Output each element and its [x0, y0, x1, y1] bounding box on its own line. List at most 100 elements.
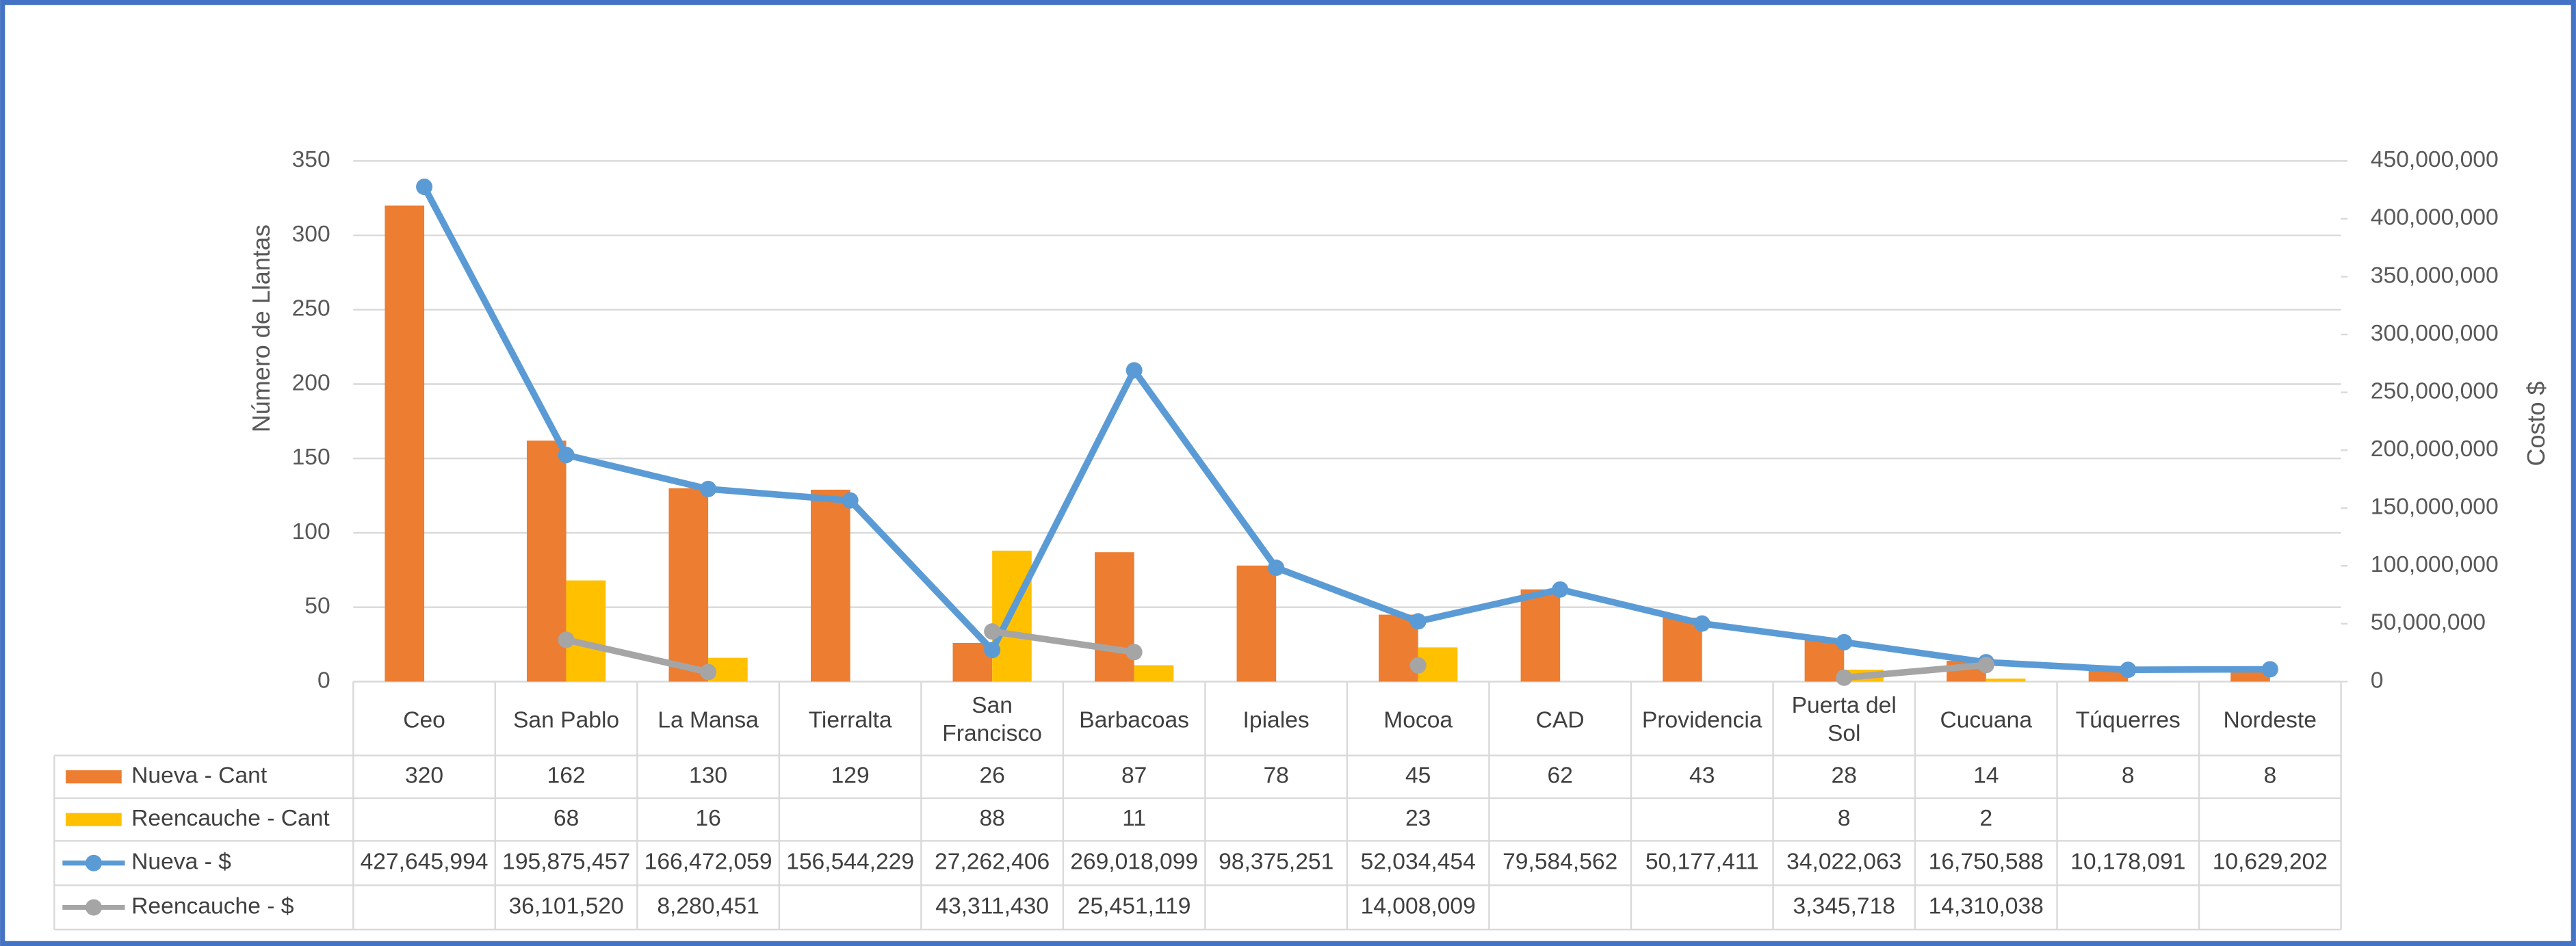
category-cell: Ceo — [403, 705, 445, 732]
x-tick-label: La Mansa — [658, 705, 759, 732]
table-value: 195,875,457 — [502, 850, 630, 875]
table-value: 25,451,119 — [1078, 893, 1191, 919]
table-value: 320 — [405, 763, 443, 789]
x-tick-label: Mocoa — [1383, 705, 1453, 732]
line-marker — [842, 492, 859, 509]
x-tick-label: Nordeste — [2223, 705, 2317, 732]
y-tick-label: 350 — [292, 147, 330, 172]
line-marker — [1836, 633, 1853, 651]
x-tick-label: San Francisco — [942, 691, 1042, 746]
category-cell: San Pablo — [512, 705, 620, 732]
table-value: 43 — [1689, 763, 1715, 789]
y-axis-title: Número de Llantas — [247, 224, 275, 432]
legend-label: Reencauche - Cant — [131, 806, 330, 831]
category-cell: San Francisco — [942, 691, 1042, 746]
y2-tick-label: 350,000,000 — [2371, 263, 2499, 288]
table-value: 26 — [979, 763, 1004, 789]
legend-key — [66, 813, 122, 826]
x-tick-label: Puerta del Sol — [1791, 691, 1897, 746]
legend-key — [66, 770, 122, 784]
line-marker — [984, 642, 1001, 659]
bar — [1095, 552, 1134, 682]
table-value: 45 — [1405, 763, 1431, 789]
y-tick-label: 250 — [292, 296, 330, 321]
y-tick-label: 150 — [292, 445, 330, 470]
x-tick-label: Ceo — [403, 705, 445, 732]
y2-tick-label: 400,000,000 — [2371, 205, 2499, 231]
table-value: 23 — [1405, 806, 1431, 831]
table-value: 427,645,994 — [361, 850, 489, 875]
category-cell: Tierralta — [808, 705, 892, 732]
y2-tick-label: 300,000,000 — [2371, 321, 2499, 346]
category-cell: Túquerres — [2075, 705, 2181, 732]
table-value: 166,472,059 — [645, 850, 772, 875]
y-tick-label: 300 — [292, 222, 330, 247]
category-cell: Cucuana — [1940, 705, 2033, 732]
line-marker — [1552, 581, 1569, 598]
bar — [1236, 565, 1277, 682]
x-tick-label: San Pablo — [512, 705, 620, 732]
line-marker — [1409, 613, 1427, 630]
line-marker — [1977, 657, 1994, 674]
x-tick-label: Túquerres — [2075, 705, 2181, 732]
category-cell: Barbacoas — [1079, 705, 1189, 731]
line-series — [421, 185, 2270, 674]
table-value: 16,750,588 — [1929, 850, 2044, 875]
line-marker — [2120, 661, 2137, 679]
table-value: 269,018,099 — [1070, 850, 1198, 875]
line-marker — [416, 179, 433, 196]
category-cell: La Mansa — [658, 705, 759, 732]
bar — [1986, 679, 2026, 682]
table-value: 34,022,063 — [1786, 850, 1901, 875]
table-value: 16 — [695, 806, 720, 831]
table-value: 98,375,251 — [1219, 850, 1333, 875]
table-value: 8,280,451 — [657, 893, 759, 919]
table-value: 43,311,430 — [935, 893, 1049, 919]
y2-tick-label: 200,000,000 — [2371, 436, 2499, 462]
table-value: 87 — [1121, 763, 1147, 789]
x-tick-label: Tierralta — [808, 705, 892, 732]
line-marker — [1126, 362, 1143, 379]
table-value: 68 — [554, 806, 579, 831]
table-value: 10,629,202 — [2213, 850, 2328, 875]
category-cell: Nordeste — [2223, 705, 2317, 732]
y2-tick-label: 50,000,000 — [2371, 610, 2486, 635]
x-tick-label: Ipiales — [1243, 705, 1310, 732]
line-marker — [558, 447, 575, 464]
category-cell: Providencia — [1642, 705, 1762, 731]
table-value: 14 — [1973, 763, 1999, 789]
y2-tick-label: 450,000,000 — [2371, 147, 2499, 172]
category-cell: Ipiales — [1243, 705, 1310, 732]
table-value: 14,008,009 — [1361, 893, 1476, 919]
line-marker — [1409, 657, 1427, 674]
x-tick-label: Cucuana — [1940, 705, 2033, 732]
table-value: 27,262,406 — [935, 850, 1050, 875]
legend-label: Reencauche - $ — [131, 893, 294, 919]
bar — [1520, 589, 1561, 682]
y-tick-label: 0 — [317, 668, 330, 693]
legend-key — [85, 854, 102, 871]
table-value: 79,584,562 — [1502, 850, 1617, 875]
line-marker — [2261, 661, 2278, 678]
table-value: 50,177,411 — [1645, 850, 1759, 875]
table-value: 3,345,718 — [1793, 893, 1895, 919]
line-marker — [1693, 615, 1710, 632]
y2-tick-label: 150,000,000 — [2371, 495, 2499, 520]
table-value: 52,034,454 — [1361, 850, 1476, 875]
line-marker — [1836, 669, 1853, 686]
category-cell: Mocoa — [1383, 705, 1453, 732]
line-series — [565, 628, 1987, 681]
table-value: 2 — [1979, 806, 1992, 831]
line-marker — [700, 480, 717, 497]
y-tick-label: 100 — [292, 519, 330, 544]
table-value: 14,310,038 — [1929, 893, 2044, 919]
table-value: 28 — [1832, 763, 1857, 789]
bar — [668, 488, 709, 682]
table-value: 129 — [831, 763, 870, 789]
table-value: 36,101,520 — [508, 893, 623, 919]
table-value: 156,544,229 — [786, 850, 914, 875]
line-marker — [558, 631, 575, 648]
